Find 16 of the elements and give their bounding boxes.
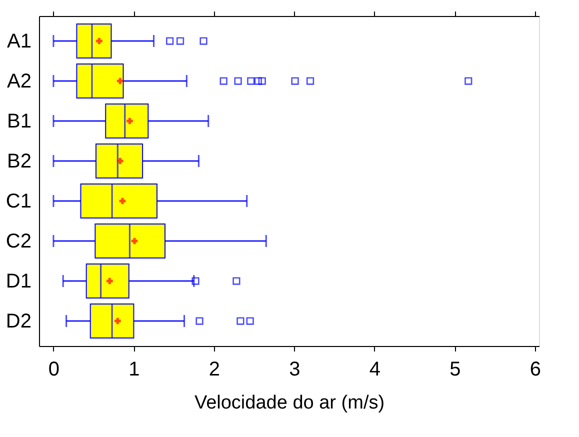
x-tick-label: 1	[128, 358, 140, 380]
y-tick-label: B1	[7, 110, 32, 132]
x-axis-title: Velocidade do ar (m/s)	[194, 392, 385, 414]
x-tick-label: 2	[208, 358, 220, 380]
y-tick-label: D1	[6, 270, 32, 292]
x-tick-label: 6	[530, 358, 542, 380]
x-tick-label: 3	[289, 358, 300, 380]
x-tick-label: 0	[48, 358, 60, 380]
x-tick-label: 5	[450, 358, 461, 380]
y-tick-label: A2	[7, 70, 32, 92]
y-tick-label: A1	[7, 30, 32, 52]
y-tick-label: C1	[6, 190, 32, 212]
y-tick-label: D2	[6, 310, 32, 332]
y-tick-label: B2	[7, 150, 32, 172]
x-tick-label: 4	[369, 358, 381, 380]
y-tick-label: C2	[6, 230, 32, 252]
